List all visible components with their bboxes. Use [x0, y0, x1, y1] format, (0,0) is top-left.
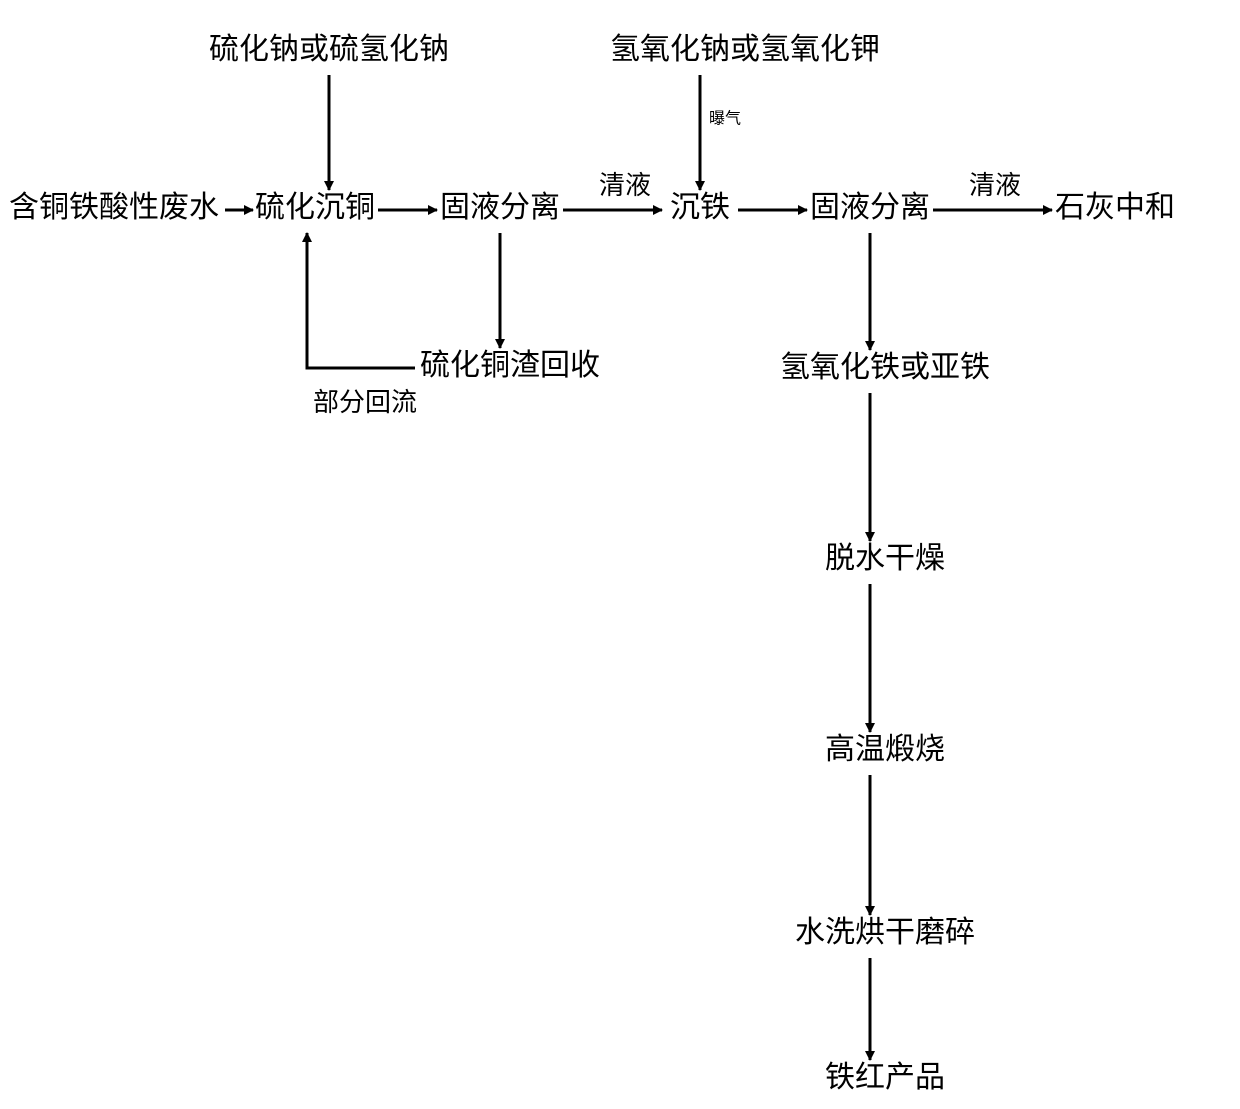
node-naoh_in: 氢氧化钠或氢氧化钾 [610, 33, 880, 66]
flowchart-canvas: 清液部分回流 曝气清液含铜铁酸性废水 硫化钠或硫氢化钠硫化沉铜 固液分离硫化铜渣回收 氢… [0, 0, 1240, 1109]
edge-label-naoh_in-to-fe_precip: 曝气 [709, 110, 741, 128]
node-sep2: 固液分离 [810, 191, 930, 224]
node-cu_residue: 硫化铜渣回收 [420, 349, 600, 382]
node-calcine: 高温煅烧 [825, 733, 945, 766]
node-wash: 水洗烘干磨碎 [795, 916, 975, 949]
node-lime: 石灰中和 [1055, 191, 1175, 224]
node-fe_hydrox: 氢氧化铁或亚铁 [780, 351, 990, 384]
node-dry: 脱水干燥 [825, 542, 945, 575]
node-product: 铁红产品 [825, 1061, 945, 1094]
node-input: 含铜铁酸性废水 [9, 191, 219, 224]
edge-cu_residue-to-cu_precip [307, 233, 415, 368]
edge-label-sep2-to-lime: 清液 [969, 171, 1021, 200]
edge-label-cu_residue-to-cu_precip: 部分回流 [313, 388, 417, 417]
edge-label-sep1-to-fe_precip: 清液 [599, 171, 651, 200]
node-sep1: 固液分离 [440, 191, 560, 224]
node-cu_precip: 硫化沉铜 [255, 191, 375, 224]
node-fe_precip: 沉铁 [670, 191, 730, 224]
node-sulfide_in: 硫化钠或硫氢化钠 [209, 33, 449, 66]
